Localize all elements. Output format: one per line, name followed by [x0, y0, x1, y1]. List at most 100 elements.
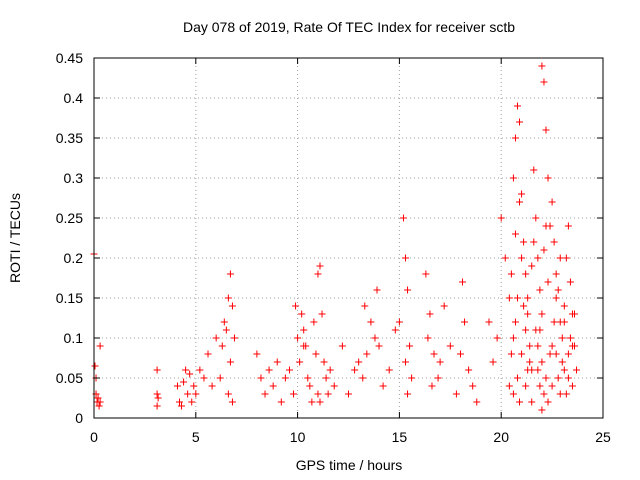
data-point — [330, 382, 338, 390]
y-tick-label: 0.45 — [56, 50, 83, 66]
data-point — [497, 214, 505, 222]
data-point — [540, 246, 548, 254]
data-point — [548, 198, 556, 206]
data-point — [96, 398, 104, 406]
data-point — [518, 350, 526, 358]
data-point — [440, 302, 448, 310]
data-point — [507, 270, 515, 278]
data-point — [395, 318, 403, 326]
data-point — [558, 358, 566, 366]
data-point — [314, 270, 322, 278]
data-point — [228, 398, 236, 406]
data-point — [548, 342, 556, 350]
y-tick-label: 0.1 — [64, 330, 84, 346]
data-point — [94, 394, 102, 402]
data-point — [314, 390, 322, 398]
data-point — [402, 358, 410, 366]
data-point — [257, 374, 265, 382]
data-point — [345, 390, 352, 398]
data-point — [507, 350, 515, 358]
data-point — [564, 374, 572, 382]
data-point — [560, 366, 568, 374]
data-point — [473, 398, 481, 406]
data-point — [556, 390, 564, 398]
x-tick-label: 15 — [392, 429, 408, 445]
data-point — [550, 318, 558, 326]
data-point — [511, 230, 519, 238]
data-point — [518, 190, 526, 198]
grid-lines — [94, 58, 603, 418]
x-tick-labels: 0 5 10 15 20 25 — [90, 429, 611, 445]
data-point — [355, 358, 363, 366]
data-point — [493, 334, 501, 342]
data-point — [373, 286, 381, 294]
data-point — [546, 350, 554, 358]
data-point — [568, 382, 576, 390]
data-point — [402, 254, 410, 262]
x-tick-label: 10 — [290, 429, 306, 445]
data-point — [544, 398, 552, 406]
data-point — [570, 310, 578, 318]
data-point — [459, 278, 467, 286]
data-point — [562, 254, 570, 262]
chart-title: Day 078 of 2019, Rate Of TEC Index for r… — [183, 19, 515, 35]
data-point — [304, 374, 312, 382]
data-point — [173, 382, 181, 390]
data-point — [292, 302, 300, 310]
data-point — [281, 374, 289, 382]
data-point — [532, 326, 540, 334]
data-point — [426, 310, 434, 318]
data-point — [96, 342, 104, 350]
data-point — [542, 222, 550, 230]
data-point — [524, 294, 532, 302]
data-point — [560, 318, 568, 326]
data-point — [306, 382, 314, 390]
data-point — [228, 302, 236, 310]
data-point — [428, 382, 436, 390]
x-tick-label: 25 — [595, 429, 611, 445]
data-point — [536, 382, 544, 390]
data-point — [516, 398, 524, 406]
data-point — [534, 254, 542, 262]
data-point — [226, 358, 234, 366]
data-point — [554, 286, 562, 294]
y-tick-label: 0.05 — [56, 370, 83, 386]
data-point — [542, 126, 550, 134]
data-point — [351, 366, 359, 374]
data-point — [220, 318, 228, 326]
x-tick-label: 20 — [493, 429, 509, 445]
data-point — [273, 358, 281, 366]
data-point — [522, 382, 530, 390]
data-point — [326, 366, 334, 374]
data-point — [528, 398, 536, 406]
data-point — [269, 382, 277, 390]
data-point — [538, 62, 546, 70]
data-point — [513, 102, 521, 110]
data-point — [564, 350, 572, 358]
data-point — [552, 350, 560, 358]
data-point — [222, 326, 230, 334]
data-point — [216, 374, 224, 382]
data-point — [178, 402, 186, 410]
data-point — [184, 390, 192, 398]
data-point — [200, 374, 208, 382]
plot-frame — [93, 57, 604, 419]
data-point — [550, 238, 558, 246]
axis-ticks — [93, 57, 604, 419]
data-point — [153, 402, 161, 410]
y-tick-label: 0 — [75, 410, 83, 426]
data-point — [573, 366, 581, 374]
data-point — [436, 358, 444, 366]
data-point — [552, 270, 560, 278]
data-point — [95, 402, 103, 410]
data-point — [212, 334, 220, 342]
data-point — [324, 390, 332, 398]
data-point — [153, 390, 161, 398]
data-point — [526, 358, 534, 366]
data-point — [548, 382, 556, 390]
data-point — [253, 350, 261, 358]
data-point — [363, 350, 371, 358]
data-point — [485, 318, 493, 326]
data-point — [536, 286, 544, 294]
x-tick-label: 0 — [90, 429, 98, 445]
